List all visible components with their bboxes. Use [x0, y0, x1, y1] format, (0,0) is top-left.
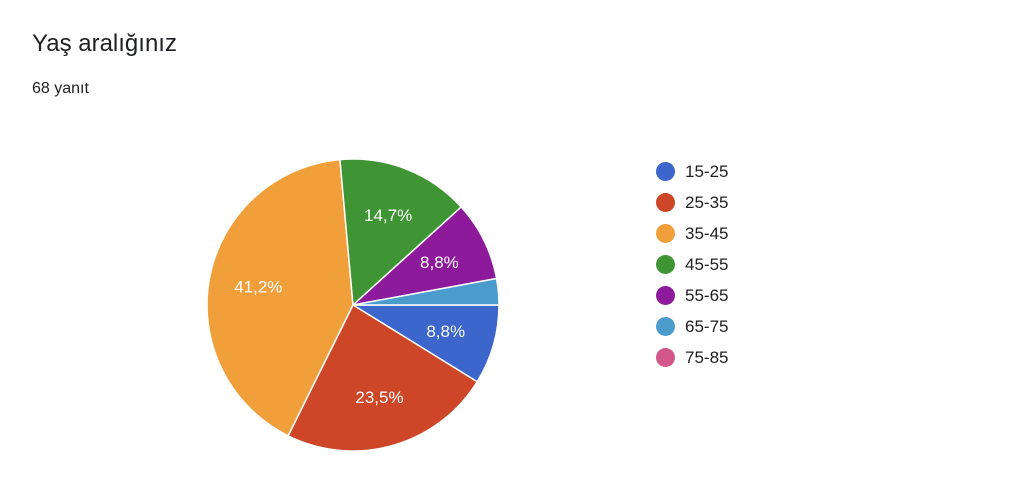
pie-slice-15-25[interactable]: [352, 304, 500, 383]
legend-item-35-45[interactable]: 35-45: [656, 218, 728, 249]
legend-label: 75-85: [685, 347, 729, 367]
legend-item-55-65[interactable]: 55-65: [656, 280, 728, 311]
legend-swatch: [656, 286, 675, 305]
slice-label-15-25: 8,8%: [426, 322, 465, 341]
legend-label: 65-75: [685, 316, 729, 336]
legend-label: 35-45: [685, 223, 729, 243]
pie-slice-65-75[interactable]: [352, 277, 500, 306]
legend-swatch: [656, 317, 675, 336]
legend-item-25-35[interactable]: 25-35: [656, 187, 728, 218]
legend-label: 15-25: [685, 161, 729, 181]
legend-item-65-75[interactable]: 65-75: [656, 311, 728, 342]
legend-item-75-85[interactable]: 75-85: [656, 342, 728, 373]
response-count: 68 yanıt: [32, 80, 89, 97]
legend-swatch: [656, 255, 675, 274]
chart-title: Yaş aralığınız: [32, 30, 177, 57]
pie-slice-55-65[interactable]: [352, 206, 498, 306]
slice-label-35-45: 41,2%: [234, 278, 282, 297]
legend-label: 25-35: [685, 192, 729, 212]
legend-item-15-25[interactable]: 15-25: [656, 156, 728, 187]
pie-slice-45-55[interactable]: [339, 158, 462, 306]
legend-swatch: [656, 193, 675, 212]
chart-legend: 15-25 25-35 35-45 45-55 55-65 65-75 75-85: [656, 156, 728, 373]
legend-label: 55-65: [685, 285, 729, 305]
slice-label-25-35: 23,5%: [355, 388, 403, 407]
legend-swatch: [656, 162, 675, 181]
legend-swatch: [656, 224, 675, 243]
slice-label-55-65: 8,8%: [420, 253, 459, 272]
slice-label-45-55: 14,7%: [364, 206, 412, 225]
legend-label: 45-55: [685, 254, 729, 274]
pie-slice-35-45[interactable]: [206, 158, 354, 437]
legend-swatch: [656, 348, 675, 367]
legend-item-45-55[interactable]: 45-55: [656, 249, 728, 280]
